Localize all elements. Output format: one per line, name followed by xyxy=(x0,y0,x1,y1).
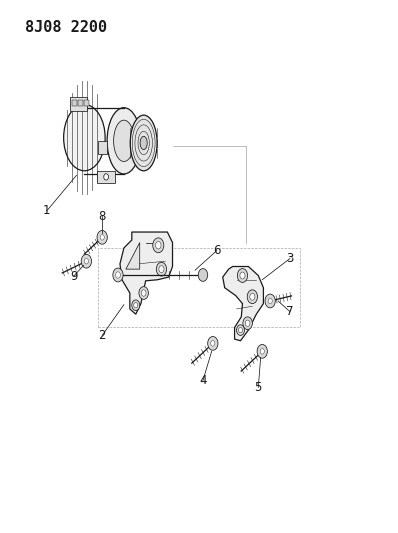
Circle shape xyxy=(198,269,208,281)
Ellipse shape xyxy=(140,136,147,150)
Ellipse shape xyxy=(114,120,134,161)
Circle shape xyxy=(240,272,245,279)
Circle shape xyxy=(156,262,167,276)
Circle shape xyxy=(257,344,267,358)
Circle shape xyxy=(132,300,140,311)
FancyBboxPatch shape xyxy=(72,100,77,107)
Text: 6: 6 xyxy=(213,244,220,257)
Circle shape xyxy=(243,317,252,329)
Polygon shape xyxy=(223,266,263,341)
Circle shape xyxy=(236,325,244,335)
Text: 1: 1 xyxy=(43,204,51,217)
Circle shape xyxy=(245,320,250,326)
Circle shape xyxy=(97,230,107,244)
Ellipse shape xyxy=(107,108,141,174)
Text: 9: 9 xyxy=(70,270,78,282)
FancyBboxPatch shape xyxy=(84,100,89,107)
Text: 7: 7 xyxy=(286,305,294,318)
Circle shape xyxy=(153,238,164,253)
Circle shape xyxy=(134,303,138,308)
Polygon shape xyxy=(120,232,172,314)
Circle shape xyxy=(211,341,215,346)
Circle shape xyxy=(115,272,120,278)
Circle shape xyxy=(81,254,92,268)
Ellipse shape xyxy=(64,104,105,171)
Circle shape xyxy=(260,349,264,354)
Circle shape xyxy=(156,241,161,249)
FancyBboxPatch shape xyxy=(70,98,87,111)
Circle shape xyxy=(237,269,248,282)
Polygon shape xyxy=(126,243,140,269)
Circle shape xyxy=(113,268,123,282)
FancyBboxPatch shape xyxy=(98,141,107,154)
Text: 8J08 2200: 8J08 2200 xyxy=(25,20,107,35)
FancyBboxPatch shape xyxy=(78,100,83,107)
Circle shape xyxy=(139,287,148,300)
Text: 4: 4 xyxy=(199,374,207,387)
Circle shape xyxy=(84,259,88,264)
FancyBboxPatch shape xyxy=(98,171,115,183)
Circle shape xyxy=(268,298,272,304)
Text: 3: 3 xyxy=(286,252,294,265)
Text: 8: 8 xyxy=(98,209,106,223)
Circle shape xyxy=(159,266,164,272)
Circle shape xyxy=(265,294,275,308)
Ellipse shape xyxy=(130,115,157,171)
Circle shape xyxy=(141,290,146,296)
Text: 5: 5 xyxy=(255,381,262,394)
Circle shape xyxy=(208,336,218,350)
Text: 2: 2 xyxy=(98,329,106,342)
Circle shape xyxy=(250,293,255,300)
Circle shape xyxy=(238,327,242,333)
Circle shape xyxy=(247,290,258,304)
Circle shape xyxy=(104,174,109,180)
Circle shape xyxy=(100,235,104,240)
